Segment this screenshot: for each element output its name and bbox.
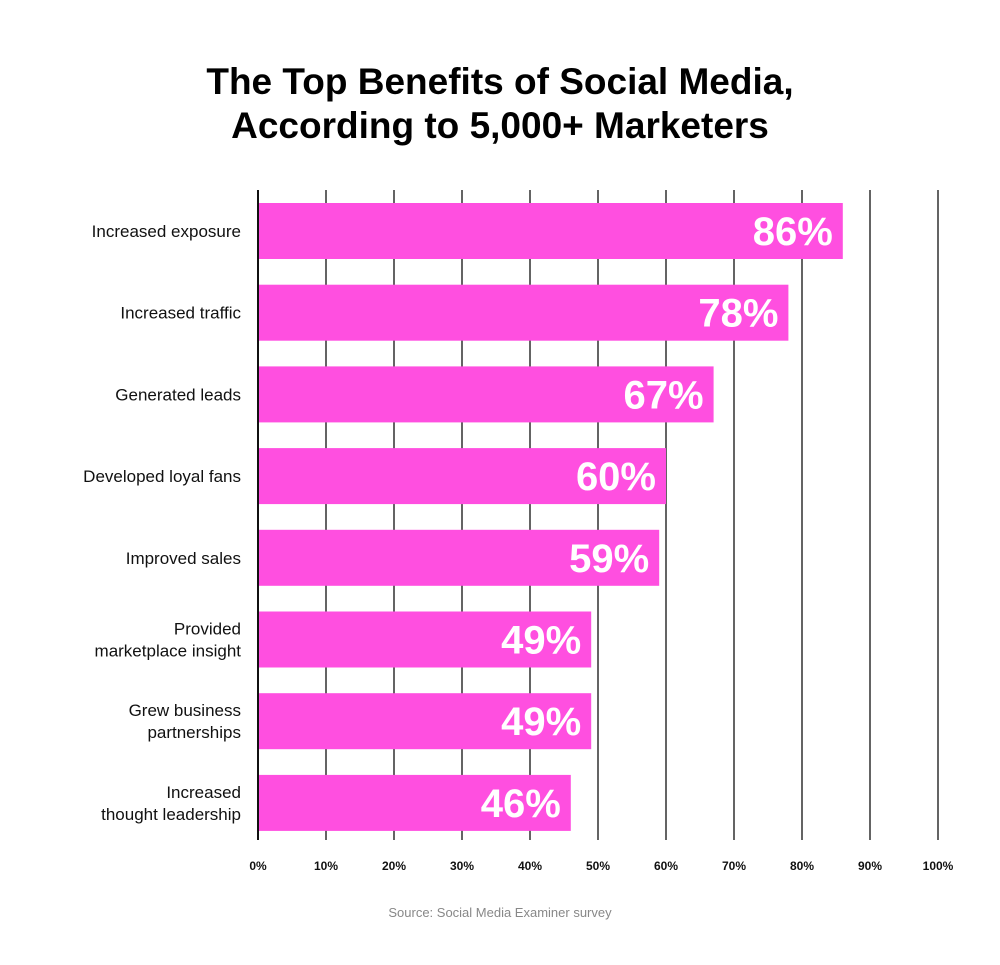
category-label-line: marketplace insight <box>95 642 242 661</box>
x-tick-label: 10% <box>314 859 338 873</box>
x-tick-label: 100% <box>923 859 954 873</box>
bar <box>259 693 592 750</box>
source-note: Source: Social Media Examiner survey <box>388 905 612 920</box>
category-label-line: Increased traffic <box>120 304 241 323</box>
bar <box>259 774 571 831</box>
category-label: Grew business partnerships <box>129 701 241 742</box>
category-label-line: partnerships <box>147 723 241 742</box>
category-label: Developed loyal fans <box>83 467 241 486</box>
category-label: Generated leads <box>115 385 241 404</box>
x-tick-label: 40% <box>518 859 542 873</box>
data-label: 49% <box>501 700 581 744</box>
category-label-line: Increased <box>166 783 241 802</box>
x-tick-label: 80% <box>790 859 814 873</box>
data-label: 67% <box>624 373 704 417</box>
data-label: 60% <box>576 455 656 499</box>
x-tick-label: 50% <box>586 859 610 873</box>
category-label-line: Improved sales <box>126 549 241 568</box>
data-label: 78% <box>698 292 778 336</box>
x-tick-label: 90% <box>858 859 882 873</box>
category-label: Provided marketplace insight <box>95 620 242 661</box>
x-tick-label: 20% <box>382 859 406 873</box>
bar <box>259 284 789 341</box>
data-label: 46% <box>481 782 561 826</box>
category-label: Increased traffic <box>120 304 241 323</box>
bar <box>259 448 666 505</box>
category-label-line: Grew business <box>129 701 241 720</box>
x-tick-label: 30% <box>450 859 474 873</box>
chart-title: The Top Benefits of Social Media, Accord… <box>0 60 1000 148</box>
x-tick-label: 70% <box>722 859 746 873</box>
bar <box>259 366 714 423</box>
category-label-line: Increased exposure <box>92 222 241 241</box>
chart-title-line-2: According to 5,000+ Marketers <box>231 105 769 146</box>
category-label: Increased exposure <box>92 222 241 241</box>
category-label-line: thought leadership <box>101 805 241 824</box>
category-label-line: Generated leads <box>115 385 241 404</box>
chart-title-line-1: The Top Benefits of Social Media, <box>206 61 794 102</box>
category-label: Increased thought leadership <box>101 783 241 824</box>
category-label-line: Developed loyal fans <box>83 467 241 486</box>
x-tick-label: 0% <box>249 859 267 873</box>
data-label: 59% <box>569 537 649 581</box>
data-label: 49% <box>501 619 581 663</box>
x-tick-label: 60% <box>654 859 678 873</box>
bar <box>259 529 660 586</box>
bar <box>259 203 843 259</box>
category-label-line: Provided <box>174 620 241 639</box>
data-label: 86% <box>753 210 833 254</box>
category-label: Improved sales <box>126 549 241 568</box>
bar <box>259 611 592 668</box>
